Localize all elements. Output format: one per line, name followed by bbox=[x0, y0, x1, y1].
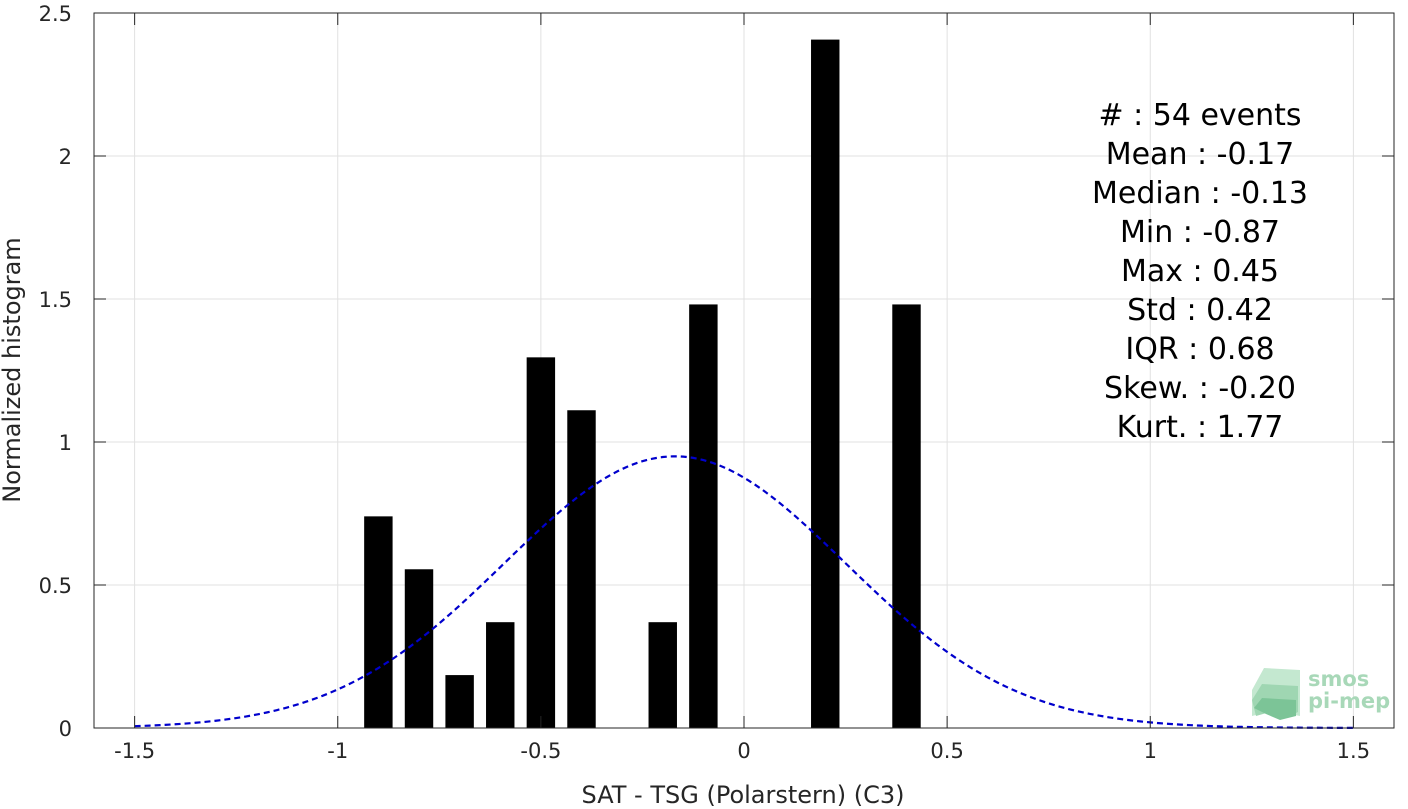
stat-line: # : 54 events bbox=[1098, 98, 1301, 133]
wave-stack-icon bbox=[1252, 668, 1300, 720]
stat-line: Std : 0.42 bbox=[1127, 293, 1273, 328]
smos-pi-mep-logo: smos pi-mep bbox=[1252, 667, 1390, 720]
stat-line: IQR : 0.68 bbox=[1125, 332, 1274, 367]
stat-line: Skew. : -0.20 bbox=[1104, 371, 1296, 406]
x-tick-label: 0 bbox=[737, 739, 750, 763]
logo-text-line2: pi-mep bbox=[1308, 689, 1390, 713]
histogram-bar bbox=[648, 622, 677, 728]
histogram-bar bbox=[364, 516, 393, 728]
x-tick-label: -1 bbox=[327, 739, 348, 763]
axes-frame bbox=[93, 12, 1395, 729]
x-tick-label: -0.5 bbox=[520, 739, 561, 763]
stat-line: Max : 0.45 bbox=[1121, 254, 1279, 289]
stat-line: Min : -0.87 bbox=[1120, 215, 1280, 250]
bars bbox=[364, 39, 921, 728]
histogram-bar bbox=[526, 357, 556, 728]
x-tick-label: 1.5 bbox=[1337, 739, 1370, 763]
histogram-bar bbox=[486, 622, 515, 728]
x-tick-label: 0.5 bbox=[930, 739, 963, 763]
histogram-bar bbox=[567, 410, 596, 728]
stat-line: Median : -0.13 bbox=[1092, 176, 1308, 211]
x-tick-label: 1 bbox=[1144, 739, 1157, 763]
stat-line: Mean : -0.17 bbox=[1106, 137, 1295, 172]
tick-labels: -1.5 -1 -0.5 0 0.5 1 1.5 0 0.5 1 1.5 2 2.5 bbox=[39, 2, 1370, 763]
histogram-bar bbox=[811, 39, 840, 728]
y-tick-label: 1 bbox=[59, 431, 72, 455]
y-tick-label: 2.5 bbox=[39, 2, 72, 26]
y-tick-label: 1.5 bbox=[39, 288, 72, 312]
histogram-bar bbox=[404, 569, 434, 728]
y-tick-label: 0.5 bbox=[39, 574, 72, 598]
histogram-bar bbox=[445, 675, 474, 728]
y-tick-label: 2 bbox=[59, 145, 72, 169]
histogram-bar bbox=[689, 304, 718, 728]
histogram-bar bbox=[892, 304, 921, 728]
y-tick-label: 0 bbox=[59, 717, 72, 741]
stats-annotation: # : 54 events Mean : -0.17 Median : -0.13 M… bbox=[1092, 98, 1308, 445]
stat-line: Kurt. : 1.77 bbox=[1117, 410, 1284, 445]
y-axis-label: Normalized histogram bbox=[0, 237, 26, 502]
x-axis-label: SAT - TSG (Polarstern) (C3) bbox=[582, 781, 905, 809]
logo-text-line1: smos bbox=[1308, 667, 1369, 691]
x-tick-label: -1.5 bbox=[114, 739, 155, 763]
